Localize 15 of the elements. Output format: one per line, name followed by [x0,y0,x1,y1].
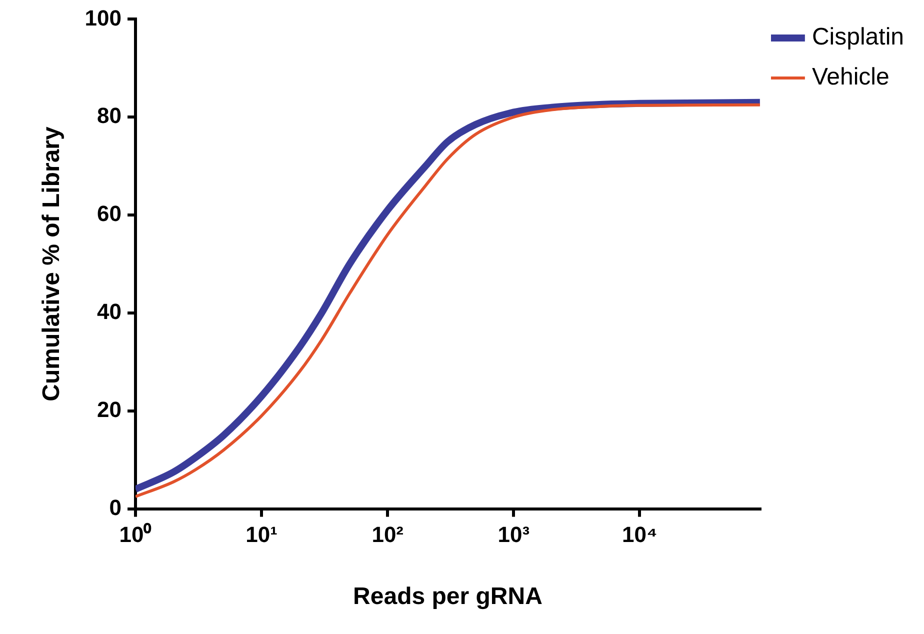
legend-label: Cisplatin [812,24,904,51]
x-tick-label: 10⁴ [622,522,658,548]
x-tick-label: 10⁰ [119,522,152,548]
x-axis-title: Reads per gRNA [353,583,542,610]
y-tick-label: 60 [97,201,122,226]
y-tick-label: 100 [84,5,122,30]
x-tick-label: 10² [372,522,404,548]
x-tick-label: 10³ [498,522,530,548]
legend-label: Vehicle [812,64,890,91]
y-tick-label: 0 [109,494,122,520]
y-tick-label: 80 [97,103,122,128]
x-tick-label: 10¹ [246,522,278,548]
y-tick-label: 20 [97,396,122,422]
y-tick-label: 40 [97,299,122,324]
y-axis-title: Cumulative % of Library [38,126,66,402]
